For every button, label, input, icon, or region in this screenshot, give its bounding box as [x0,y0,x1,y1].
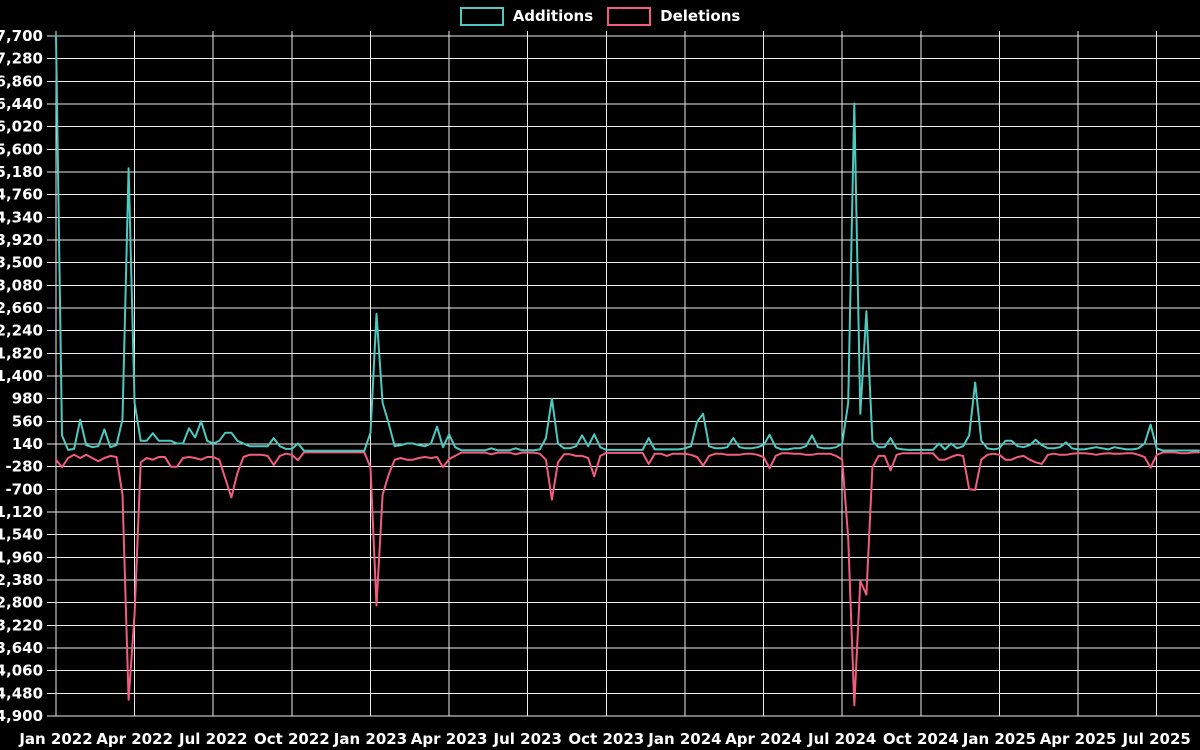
svg-text:4,760: 4,760 [0,186,43,204]
svg-text:-700: -700 [5,480,43,498]
svg-text:-2,800: -2,800 [0,594,43,612]
svg-text:Apr 2025: Apr 2025 [1040,730,1117,748]
svg-text:Apr 2024: Apr 2024 [725,730,802,748]
svg-text:-4,900: -4,900 [0,707,43,725]
svg-text:-3,640: -3,640 [0,639,43,657]
svg-text:-1,960: -1,960 [0,548,43,566]
svg-text:Jul 2025: Jul 2025 [1121,730,1190,748]
svg-text:Oct 2023: Oct 2023 [568,730,644,748]
svg-text:980: 980 [12,390,43,408]
svg-text:2,660: 2,660 [0,299,43,317]
svg-text:4,340: 4,340 [0,208,43,226]
y-axis-labels: 7,700 7,280 6,860 6,440 6,020 5,600 5,180 4,760… [0,27,43,725]
svg-text:7,280: 7,280 [0,50,43,68]
svg-text:3,080: 3,080 [0,276,43,294]
svg-text:1,400: 1,400 [0,367,43,385]
deletions-line [55,451,1200,707]
svg-text:6,440: 6,440 [0,95,43,113]
svg-text:1,820: 1,820 [0,344,43,362]
svg-text:Jul 2024: Jul 2024 [807,730,876,748]
svg-text:Oct 2024: Oct 2024 [883,730,959,748]
svg-text:-4,480: -4,480 [0,684,43,702]
svg-text:-2,380: -2,380 [0,571,43,589]
svg-text:Jan 2024: Jan 2024 [647,730,721,748]
svg-text:Jul 2022: Jul 2022 [178,730,247,748]
legend-item-additions[interactable]: Additions [459,7,594,26]
svg-text:Apr 2022: Apr 2022 [96,730,173,748]
svg-text:Jul 2023: Jul 2023 [493,730,562,748]
svg-text:560: 560 [12,412,43,430]
svg-text:5,600: 5,600 [0,140,43,158]
svg-text:-1,120: -1,120 [0,503,43,521]
svg-text:6,020: 6,020 [0,118,43,136]
svg-text:6,860: 6,860 [0,72,43,90]
chart-legend: Additions Deletions [0,7,1200,26]
gridlines [55,35,1200,717]
svg-text:5,180: 5,180 [0,163,43,181]
svg-text:7,700: 7,700 [0,27,43,45]
axis-ticks [47,31,1158,717]
additions-swatch [459,7,504,26]
svg-text:Jan 2023: Jan 2023 [333,730,407,748]
svg-text:Oct 2022: Oct 2022 [254,730,330,748]
svg-text:Apr 2023: Apr 2023 [411,730,488,748]
svg-text:3,500: 3,500 [0,254,43,272]
legend-label-deletions: Deletions [660,7,741,25]
svg-text:-1,540: -1,540 [0,526,43,544]
svg-text:-280: -280 [5,458,43,476]
deletions-swatch [607,7,652,26]
svg-text:Jan 2025: Jan 2025 [962,730,1036,748]
svg-text:2,240: 2,240 [0,322,43,340]
svg-text:3,920: 3,920 [0,231,43,249]
svg-text:Jan 2022: Jan 2022 [18,730,92,748]
x-axis-labels: Jan 2022 Apr 2022 Jul 2022 Oct 2022 Jan 2023… [18,730,1191,748]
legend-item-deletions[interactable]: Deletions [607,7,740,26]
svg-text:-4,060: -4,060 [0,662,43,680]
svg-text:140: 140 [12,435,43,453]
legend-label-additions: Additions [512,7,594,25]
additions-line [55,35,1200,452]
svg-text:-3,220: -3,220 [0,616,43,634]
